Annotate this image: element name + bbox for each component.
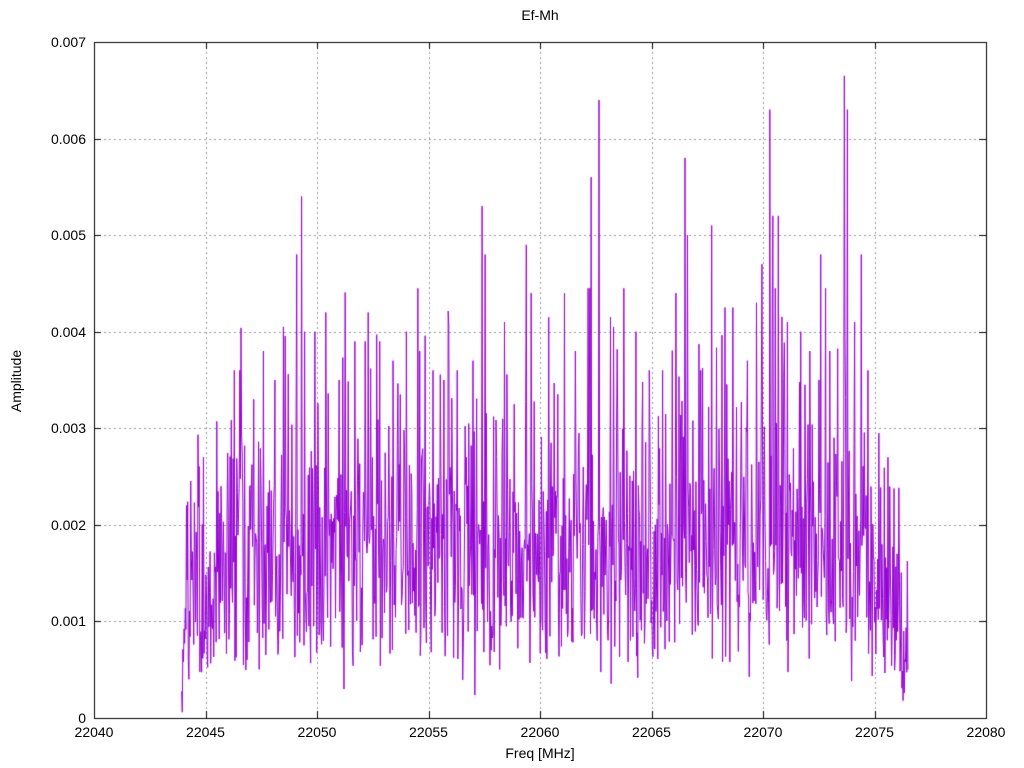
x-tick-label: 22050 — [297, 724, 337, 740]
y-tick-label: 0.001 — [50, 613, 86, 630]
x-tick-label: 22060 — [520, 724, 560, 740]
x-tick-label: 22065 — [632, 724, 671, 740]
y-tick-label: 0.006 — [50, 130, 86, 147]
y-tick-label: 0.007 — [50, 34, 86, 50]
y-tick-label: 0.005 — [50, 227, 86, 244]
y-tick-label: 0.003 — [50, 420, 86, 437]
x-tick-label: 22055 — [409, 724, 448, 740]
x-tick-label: 22080 — [966, 724, 1006, 740]
y-tick-label: 0 — [78, 710, 86, 726]
x-tick-label: 22040 — [74, 724, 114, 740]
chart-title: Ef-Mh — [521, 7, 559, 23]
x-tick-label: 22045 — [186, 724, 225, 740]
y-tick-label: 0.004 — [50, 323, 86, 340]
x-axis-label: Freq [MHz] — [505, 745, 575, 761]
x-tick-label: 22075 — [855, 724, 894, 740]
x-tick-label: 22070 — [743, 724, 783, 740]
y-tick-label: 0.002 — [50, 516, 86, 533]
